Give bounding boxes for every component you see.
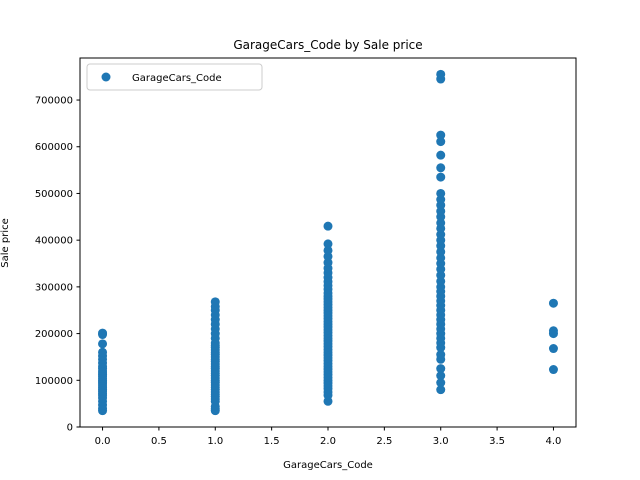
- x-tick-label: 2.0: [320, 436, 336, 447]
- data-point: [436, 378, 446, 388]
- data-points: [98, 69, 558, 416]
- x-tick-label: 2.5: [376, 436, 392, 447]
- data-point: [98, 328, 108, 338]
- data-point: [548, 365, 558, 375]
- x-tick-label: 1.5: [264, 436, 280, 447]
- y-tick-label: 400000: [35, 236, 73, 247]
- y-tick-label: 300000: [35, 282, 73, 293]
- data-point: [548, 344, 558, 354]
- data-point: [436, 69, 446, 79]
- data-point: [436, 371, 446, 381]
- data-point: [548, 298, 558, 308]
- x-axis-label: GarageCars_Code: [283, 460, 373, 471]
- x-tick-label: 3.0: [433, 436, 449, 447]
- y-tick-label: 700000: [35, 96, 73, 107]
- data-point: [436, 188, 446, 198]
- y-tick-label: 0: [67, 423, 73, 434]
- y-tick-label: 500000: [35, 189, 73, 200]
- x-tick-label: 0.5: [151, 436, 167, 447]
- data-point: [210, 297, 220, 307]
- axes: 0.0 0.5 1.0 1.5 2.0 2.5 3.0 3.5 4.0 0 100000 200000…: [35, 96, 562, 447]
- legend-marker: [101, 72, 111, 82]
- data-point: [436, 350, 446, 360]
- chart-title: GarageCars_Code by Sale price: [233, 38, 422, 52]
- x-tick-label: 0.0: [95, 436, 111, 447]
- data-point: [436, 364, 446, 374]
- data-point: [323, 245, 333, 255]
- data-point: [98, 339, 108, 349]
- x-tick-label: 4.0: [546, 436, 562, 447]
- data-point: [436, 130, 446, 140]
- legend: GarageCars_Code: [86, 63, 263, 91]
- plot-frame: [79, 57, 577, 428]
- y-tick-label: 600000: [35, 142, 73, 153]
- y-axis-label: Sale price: [0, 218, 11, 267]
- data-point: [436, 172, 446, 182]
- data-point: [436, 137, 446, 147]
- x-tick-label: 1.0: [207, 436, 223, 447]
- data-point: [548, 326, 558, 336]
- data-point: [98, 347, 108, 357]
- x-tick-label: 3.5: [489, 436, 505, 447]
- data-point: [323, 239, 333, 249]
- data-point: [436, 150, 446, 160]
- legend-label: GarageCars_Code: [132, 73, 222, 84]
- data-point: [436, 385, 446, 395]
- data-point: [323, 221, 333, 231]
- y-tick-label: 100000: [35, 376, 73, 387]
- legend-box: [86, 63, 263, 91]
- data-point: [436, 163, 446, 173]
- y-tick-label: 200000: [35, 329, 73, 340]
